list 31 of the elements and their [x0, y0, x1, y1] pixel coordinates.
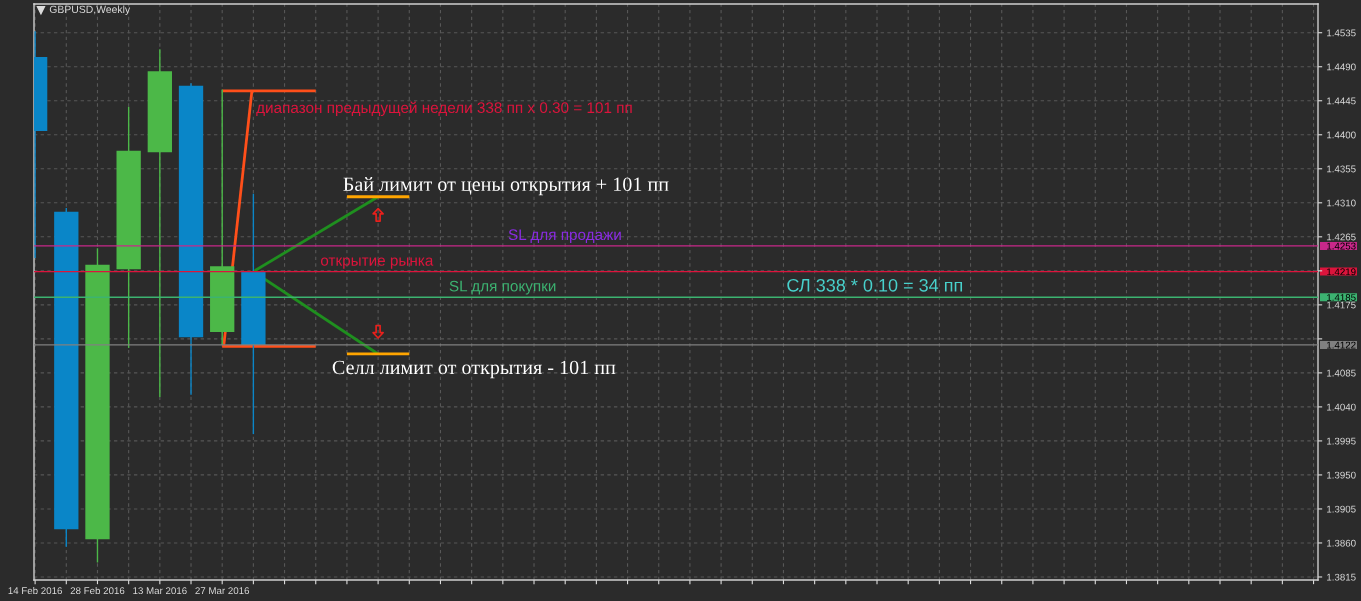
y-tick-label: 1.3860 [1327, 539, 1356, 547]
x-tick-label: 14 Feb 2016 [8, 586, 62, 595]
y-tick-label: 1.3995 [1327, 437, 1356, 445]
ref-line-label: открытие рынка [320, 257, 434, 269]
y-tick-label: 1.3815 [1327, 573, 1356, 581]
y-tick-label: 1.4185 [1327, 294, 1356, 301]
x-tick-label: 28 Feb 2016 [70, 586, 125, 595]
chart-title: GBPUSD,Weekly [49, 5, 131, 16]
x-tick-label: 13 Mar 2016 [133, 587, 187, 595]
annotation: Селл лимит от открытия - 101 пп [332, 360, 616, 379]
y-tick-label: 1.4085 [1327, 369, 1356, 377]
y-tick-label: 1.3905 [1327, 505, 1356, 513]
y-tick-label: 1.4400 [1327, 131, 1356, 139]
y-tick-label: 1.4310 [1327, 199, 1356, 207]
x-tick-label: 27 Mar 2016 [195, 587, 250, 595]
y-tick-label: 1.4445 [1327, 97, 1356, 105]
y-tick-label: 1.4265 [1327, 233, 1356, 241]
y-tick-label: 1.4175 [1327, 301, 1356, 309]
annotation: СЛ 338 * 0.10 = 34 пп [787, 278, 963, 292]
y-tick-label: 1.4122 [1327, 341, 1356, 349]
ref-line-label: SL для покупки [449, 280, 556, 295]
y-tick-label: 1.4219 [1327, 268, 1356, 276]
y-tick-label: 1.4253 [1327, 242, 1356, 250]
y-tick-label: 1.4535 [1327, 29, 1356, 37]
ref-line-label: SL для продажи [508, 229, 621, 244]
y-tick-label: 1.4040 [1327, 403, 1356, 411]
y-tick-label: 1.4490 [1327, 63, 1356, 71]
annotation: диапазон предыдущей недели 338 пп x 0.30 = 101 пп [256, 101, 632, 117]
y-tick-label: 1.3950 [1327, 471, 1356, 479]
annotation: Бай лимит от цены открытия + 101 пп [343, 177, 669, 196]
y-tick-label: 1.4355 [1327, 165, 1356, 173]
